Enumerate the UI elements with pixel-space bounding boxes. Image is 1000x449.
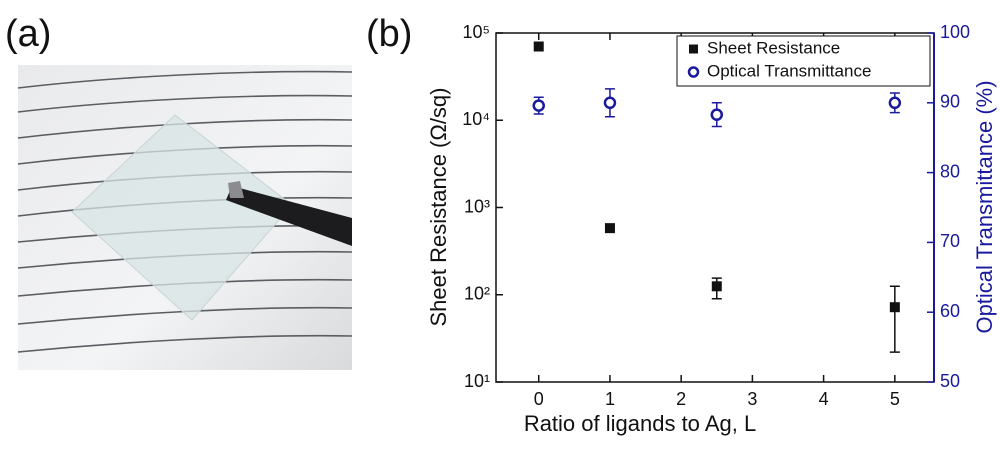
panel-label: (a) (5, 13, 51, 55)
y2-tick-label: 80 (940, 161, 960, 181)
legend-label: Sheet Resistance (707, 38, 840, 57)
marker (889, 302, 900, 313)
legend-marker (689, 44, 698, 54)
legend-marker (687, 66, 700, 78)
y-tick-label: 10¹ (464, 371, 490, 391)
y-tick-label: 10³ (464, 196, 490, 216)
x-tick-label: 0 (534, 389, 544, 409)
x-tick-label: 4 (819, 389, 829, 409)
y-axis-label: Sheet Resistance (Ω/sq) (426, 88, 451, 327)
x-tick-label: 1 (605, 389, 615, 409)
x-tick-label: 5 (890, 389, 900, 409)
marker (710, 108, 724, 121)
x-tick-label: 3 (747, 389, 757, 409)
y2-tick-label: 60 (940, 301, 960, 321)
marker (533, 41, 544, 52)
error-bar (889, 285, 900, 353)
legend-label: Optical Transmittance (707, 61, 871, 80)
y2-tick-label: 50 (940, 371, 960, 391)
y-tick-label: 10⁴ (462, 109, 490, 129)
x-tick-label: 2 (676, 389, 686, 409)
x-axis-label: Ratio of ligands to Ag, L (524, 411, 756, 436)
legend-box (676, 35, 931, 87)
panel-label: (b) (366, 13, 412, 55)
y-tick-label: 10² (464, 284, 490, 304)
marker (888, 96, 902, 110)
y-tick-label: 10⁵ (463, 22, 490, 42)
photo (17, 65, 353, 370)
marker (603, 96, 617, 110)
y2-tick-label: 70 (940, 231, 960, 251)
y2-axis-label: Optical Transmittance (%) (972, 80, 997, 333)
marker (711, 281, 722, 292)
marker (604, 223, 615, 234)
y2-tick-label: 100 (940, 22, 970, 42)
marker (532, 99, 545, 112)
y2-tick-label: 90 (940, 92, 960, 112)
